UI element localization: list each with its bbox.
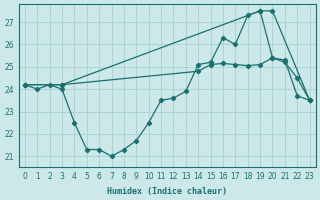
X-axis label: Humidex (Indice chaleur): Humidex (Indice chaleur)	[107, 187, 227, 196]
